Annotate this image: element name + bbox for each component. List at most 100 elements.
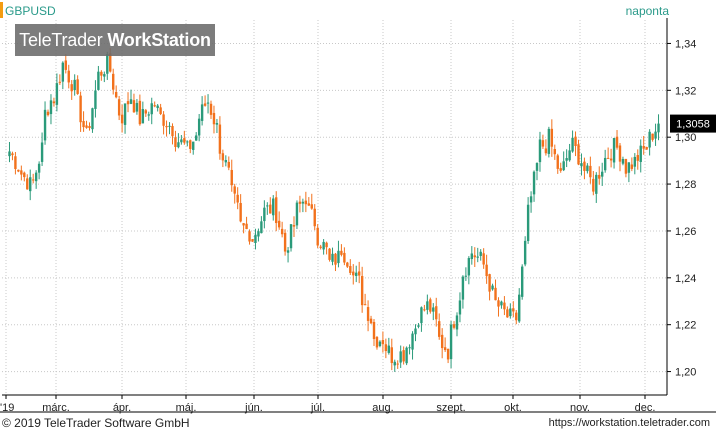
candle-body <box>515 312 518 321</box>
candle-body <box>366 307 370 321</box>
y-tick-label: 1,30 <box>675 132 696 144</box>
y-tick-label: 1,22 <box>675 320 696 332</box>
candle-body <box>360 276 364 306</box>
candle-body <box>559 168 562 171</box>
candle-body <box>417 325 420 327</box>
x-tick-label: aug. <box>372 402 393 414</box>
candle-body <box>224 160 228 163</box>
watermark-logo: TeleTrader WorkStation <box>15 24 215 56</box>
candle-body <box>180 139 183 143</box>
candle-body <box>112 73 115 90</box>
candle-body <box>606 157 610 159</box>
candle-body <box>574 136 577 147</box>
candle-body <box>316 227 319 246</box>
candle-body <box>645 147 648 150</box>
candle-body <box>461 276 465 300</box>
candle-body <box>577 144 580 165</box>
candle-body <box>106 54 109 74</box>
candle-body <box>435 306 438 320</box>
source-url[interactable]: https://workstation.teletrader.com <box>548 417 710 429</box>
candle-body <box>393 361 396 366</box>
candle-body <box>476 256 479 258</box>
candle-body <box>310 204 313 209</box>
candle-body <box>88 126 91 128</box>
last-price-label: 1,3058 <box>676 119 710 131</box>
candle-body <box>378 341 382 347</box>
interval-label[interactable]: naponta <box>625 4 669 18</box>
candle-body <box>114 91 118 98</box>
candle-body <box>485 264 488 277</box>
candle-body <box>363 304 367 306</box>
y-tick-label: 1,34 <box>675 38 696 50</box>
candle-body <box>369 318 373 324</box>
candle-body <box>449 324 453 360</box>
candle-body <box>541 140 545 147</box>
candle-body <box>565 158 568 161</box>
candle-body <box>272 198 275 216</box>
candle-body <box>230 169 233 186</box>
candle-body <box>494 287 497 301</box>
candle-body <box>251 239 254 242</box>
candle-body <box>512 308 515 312</box>
candle-body <box>20 170 23 175</box>
candle-body <box>14 156 17 170</box>
candle-body <box>488 274 491 292</box>
candle-body <box>49 100 53 115</box>
candle-body <box>470 253 474 260</box>
candle-body <box>381 340 385 345</box>
candle-body <box>438 321 441 337</box>
candle-body <box>586 165 589 172</box>
candle-body <box>46 111 50 116</box>
candle-body <box>630 164 634 169</box>
axis-labels: 1,20 1,22 1,24 1,26 1,28 1,30 1,32 1,34 '19 márc.… <box>0 38 716 414</box>
candle-body <box>538 139 542 163</box>
last-price-box <box>670 114 716 133</box>
candle-body <box>147 114 150 116</box>
candle-body <box>509 308 512 317</box>
candle-body <box>583 161 586 171</box>
x-tick-label: júl. <box>310 402 325 414</box>
candle-body <box>73 79 76 91</box>
candle-body <box>192 141 195 150</box>
candle-body <box>286 250 290 253</box>
x-tick-label: máj. <box>176 402 197 414</box>
candle-body <box>269 204 272 214</box>
candle-body <box>503 302 506 310</box>
candle-body <box>580 163 583 167</box>
candle-body <box>595 174 598 194</box>
candle-body <box>337 250 340 264</box>
candle-body <box>189 140 192 149</box>
candle-body <box>411 333 414 350</box>
candle-body <box>440 334 444 349</box>
candle-body <box>467 258 471 276</box>
candle-body <box>64 60 67 70</box>
candle-body <box>491 285 494 290</box>
candle-body <box>603 157 607 171</box>
candle-body <box>331 253 334 262</box>
candle-body <box>85 125 88 128</box>
y-tick-label: 1,20 <box>675 367 696 379</box>
candle-body <box>165 125 168 128</box>
candle-body <box>639 145 642 162</box>
candle-body <box>153 105 156 107</box>
candle-body <box>156 105 159 109</box>
candle-body <box>648 131 651 148</box>
candle-body <box>40 142 44 162</box>
candle-body <box>277 220 281 228</box>
candle-body <box>82 121 85 128</box>
candle-body <box>340 250 343 255</box>
candle-body <box>126 101 130 105</box>
candle-body <box>43 109 47 141</box>
candle-body <box>138 100 142 125</box>
candle-body <box>123 103 127 125</box>
candle-body <box>186 141 189 143</box>
candle-body <box>76 79 79 94</box>
candle-body <box>227 161 230 168</box>
candle-body <box>100 71 103 76</box>
candle-body <box>601 171 604 177</box>
symbol-accent-bar <box>0 2 3 18</box>
candle-body <box>257 231 260 237</box>
candle-body <box>618 145 622 162</box>
candle-body <box>94 90 97 109</box>
candle-body <box>571 137 574 152</box>
